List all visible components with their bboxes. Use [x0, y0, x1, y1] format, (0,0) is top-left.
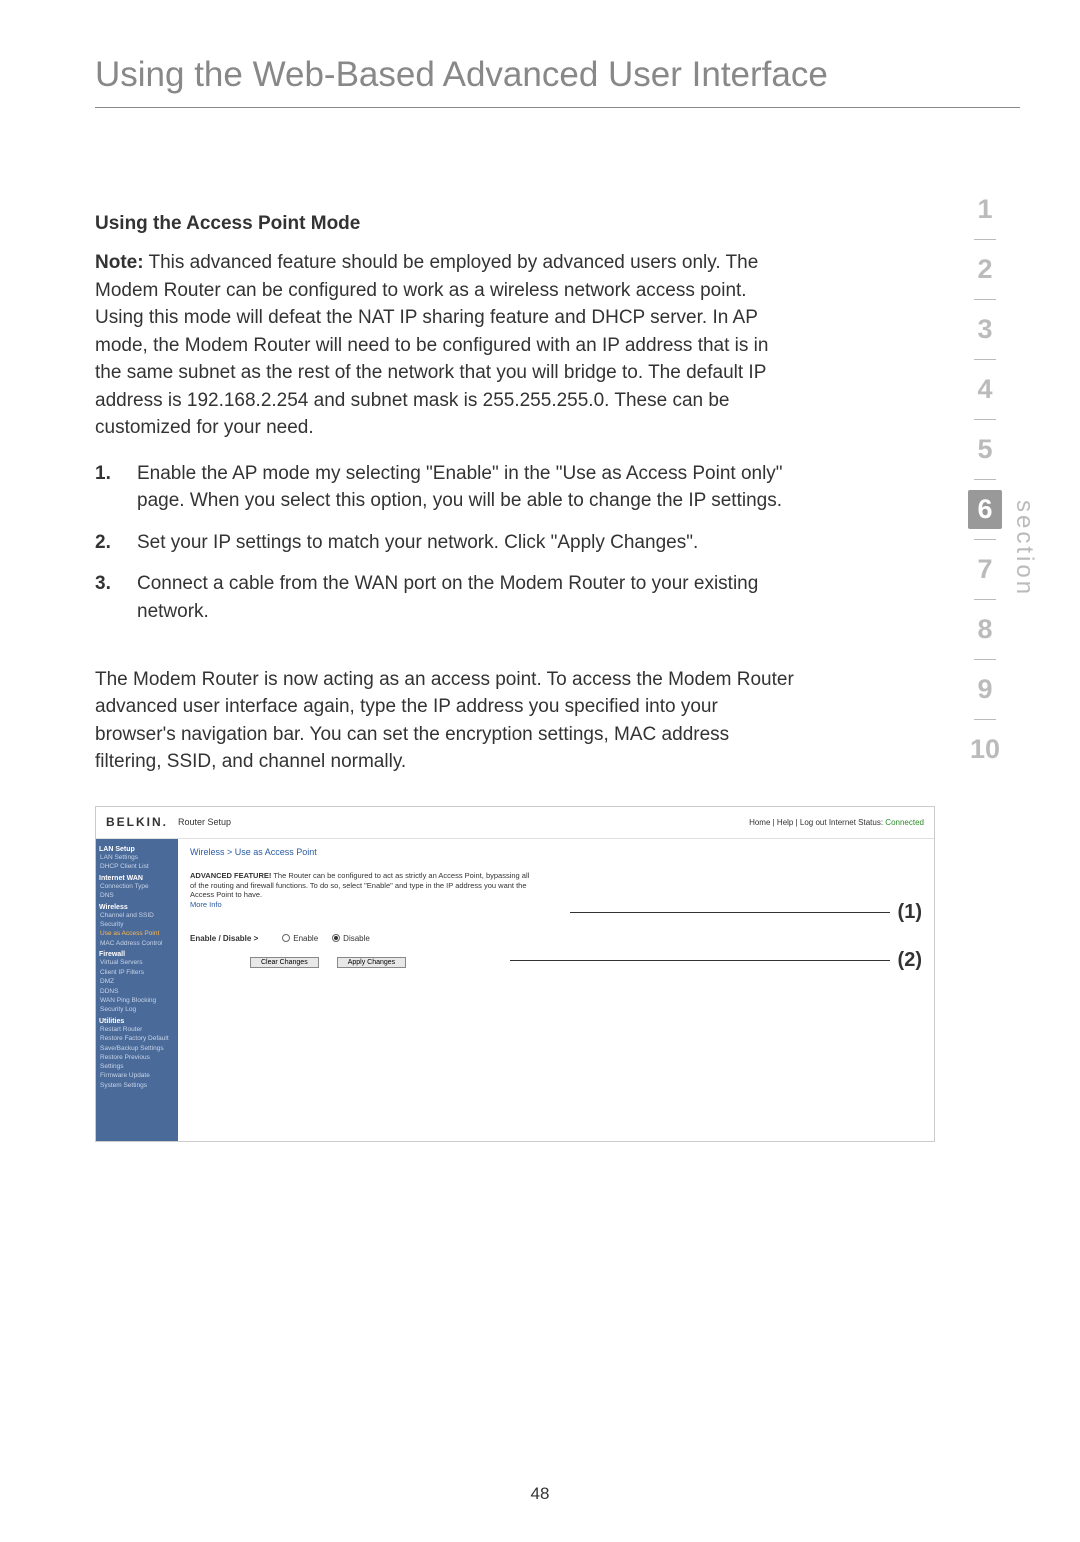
callout-line-1 — [570, 912, 890, 913]
ss-sidebar: LAN SetupLAN SettingsDHCP Client List Int… — [96, 839, 178, 1141]
step-text: Connect a cable from the WAN port on the… — [137, 570, 795, 625]
nav-section-4[interactable]: 4 — [977, 370, 992, 409]
step-number: 1. — [95, 460, 137, 515]
callout-line-2 — [510, 960, 890, 961]
sidebar-item[interactable]: DMZ — [99, 978, 175, 986]
page-number: 48 — [531, 1484, 550, 1504]
sidebar-category: Wireless — [99, 904, 175, 911]
radio-icon — [332, 934, 340, 942]
desc-bold: ADVANCED FEATURE! — [190, 871, 271, 880]
note-paragraph: Note: This advanced feature should be em… — [95, 249, 795, 442]
ss-main: Wireless > Use as Access Point ADVANCED … — [178, 839, 934, 1141]
sidebar-item[interactable]: DDNS — [99, 988, 175, 996]
sidebar-item[interactable]: Restart Router — [99, 1026, 175, 1034]
sidebar-item[interactable]: System Settings — [99, 1082, 175, 1090]
sidebar-item[interactable]: Connection Type — [99, 883, 175, 891]
nav-section-10[interactable]: 10 — [970, 730, 1000, 769]
router-ui-screenshot: BELKIN. Router Setup Home | Help | Log o… — [95, 806, 935, 1142]
page-title: Using the Web-Based Advanced User Interf… — [95, 55, 1020, 108]
nav-divider — [974, 359, 996, 360]
step-number: 3. — [95, 570, 137, 625]
enable-label: Enable / Disable > — [190, 934, 258, 943]
feature-description: ADVANCED FEATURE! The Router can be conf… — [190, 871, 530, 910]
sidebar-item[interactable]: Security Log — [99, 1006, 175, 1014]
nav-section-7[interactable]: 7 — [977, 550, 992, 589]
nav-divider — [974, 659, 996, 660]
sidebar-item[interactable]: MAC Address Control — [99, 940, 175, 948]
enable-disable-row: Enable / Disable > Enable Disable — [190, 934, 922, 943]
more-info-link[interactable]: More Info — [190, 900, 222, 909]
sidebar-item[interactable]: Client IP Filters — [99, 969, 175, 977]
steps-list: 1.Enable the AP mode my selecting "Enabl… — [95, 460, 795, 626]
step-text: Set your IP settings to match your netwo… — [137, 529, 795, 557]
section-heading: Using the Access Point Mode — [95, 213, 795, 235]
nav-section-2[interactable]: 2 — [977, 250, 992, 289]
sidebar-item[interactable]: Firmware Update — [99, 1072, 175, 1080]
step-number: 2. — [95, 529, 137, 557]
note-text: This advanced feature should be employed… — [95, 252, 768, 438]
sidebar-item[interactable]: Restore Previous Settings — [99, 1054, 175, 1071]
nav-section-3[interactable]: 3 — [977, 310, 992, 349]
nav-divider — [974, 479, 996, 480]
callout-1: (1) — [898, 901, 922, 924]
nav-divider — [974, 419, 996, 420]
nav-section-8[interactable]: 8 — [977, 610, 992, 649]
nav-section-6[interactable]: 6 — [968, 490, 1002, 529]
status-value: Connected — [885, 818, 924, 827]
sidebar-item[interactable]: Security — [99, 921, 175, 929]
brand-logo: BELKIN. — [106, 815, 178, 829]
clear-changes-button[interactable]: Clear Changes — [250, 957, 319, 968]
radio-disable[interactable]: Disable — [332, 934, 370, 943]
header-subtitle: Router Setup — [178, 817, 749, 827]
list-item: 2.Set your IP settings to match your net… — [95, 529, 795, 557]
nav-section-1[interactable]: 1 — [977, 190, 992, 229]
footer-paragraph: The Modem Router is now acting as an acc… — [95, 666, 795, 776]
ss-header: BELKIN. Router Setup Home | Help | Log o… — [96, 807, 934, 839]
sidebar-item[interactable]: DHCP Client List — [99, 863, 175, 871]
status-prefix: Home | Help | Log out Internet Status: — [749, 818, 885, 827]
list-item: 3.Connect a cable from the WAN port on t… — [95, 570, 795, 625]
breadcrumb: Wireless > Use as Access Point — [190, 847, 922, 857]
section-label: section — [1010, 500, 1038, 769]
nav-divider — [974, 539, 996, 540]
apply-changes-button[interactable]: Apply Changes — [337, 957, 406, 968]
nav-divider — [974, 719, 996, 720]
status-bar: Home | Help | Log out Internet Status: C… — [749, 818, 924, 827]
sidebar-category: Firewall — [99, 951, 175, 958]
nav-section-9[interactable]: 9 — [977, 670, 992, 709]
sidebar-item[interactable]: LAN Settings — [99, 854, 175, 862]
sidebar-category: Internet WAN — [99, 875, 175, 882]
callout-2: (2) — [898, 949, 922, 972]
sidebar-item[interactable]: DNS — [99, 892, 175, 900]
sidebar-item[interactable]: Save/Backup Settings — [99, 1045, 175, 1053]
step-text: Enable the AP mode my selecting "Enable"… — [137, 460, 795, 515]
nav-divider — [974, 299, 996, 300]
nav-divider — [974, 239, 996, 240]
nav-divider — [974, 599, 996, 600]
sidebar-category: LAN Setup — [99, 846, 175, 853]
sidebar-item[interactable]: WAN Ping Blocking — [99, 997, 175, 1005]
list-item: 1.Enable the AP mode my selecting "Enabl… — [95, 460, 795, 515]
radio-enable[interactable]: Enable — [282, 934, 318, 943]
sidebar-item[interactable]: Channel and SSID — [99, 912, 175, 920]
sidebar-item[interactable]: Restore Factory Default — [99, 1035, 175, 1043]
nav-section-5[interactable]: 5 — [977, 430, 992, 469]
sidebar-item[interactable]: Virtual Servers — [99, 959, 175, 967]
sidebar-category: Utilities — [99, 1018, 175, 1025]
sidebar-item[interactable]: Use as Access Point — [99, 930, 175, 938]
radio-icon — [282, 934, 290, 942]
section-nav: 12345678910 section — [968, 190, 1024, 769]
note-label: Note: — [95, 252, 144, 273]
